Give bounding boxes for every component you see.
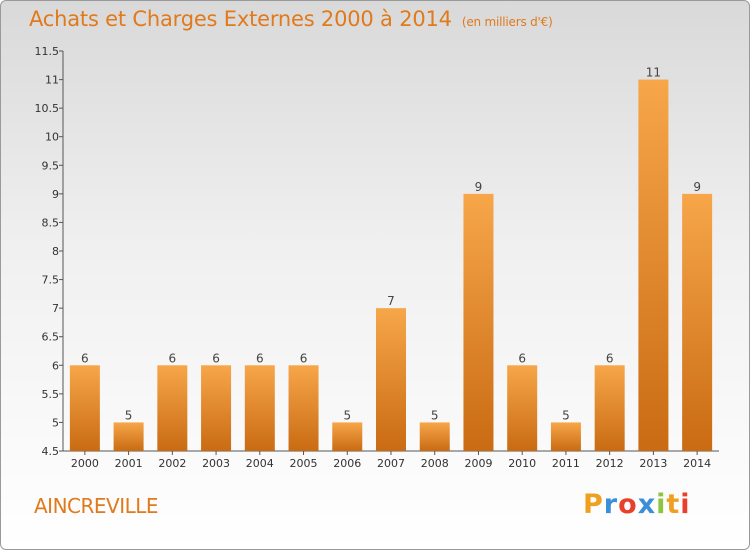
data-label: 6 (169, 351, 177, 365)
data-label: 9 (693, 180, 701, 194)
x-tick-label: 2007 (377, 457, 405, 470)
x-tick-label: 2002 (158, 457, 186, 470)
data-label: 11 (646, 66, 661, 80)
bar-2009 (463, 193, 494, 451)
y-tick-label: 6.5 (42, 331, 60, 344)
logo-letter: i (680, 489, 691, 520)
x-tick-label: 2005 (290, 457, 318, 470)
data-label: 6 (212, 351, 220, 365)
bar-2002 (157, 365, 188, 451)
logo-letter: o (618, 489, 638, 520)
data-label: 5 (431, 408, 439, 422)
data-label: 5 (343, 408, 351, 422)
y-tick-label: 8 (52, 245, 59, 258)
y-tick-label: 11 (45, 74, 59, 87)
x-tick-label: 2010 (508, 457, 536, 470)
bar-2006 (332, 422, 363, 451)
chart-title: Achats et Charges Externes 2000 à 2014 (e… (29, 7, 553, 31)
data-label: 6 (606, 351, 614, 365)
x-tick-label: 2008 (421, 457, 449, 470)
data-label: 6 (518, 351, 526, 365)
labels-group: 2000 6 2001 5 2002 6 2003 6 2004 6 2005 6 2006 5 2007 7… (71, 66, 711, 470)
y-tick-label: 6 (52, 359, 59, 372)
y-tick-label: 10.5 (35, 102, 60, 115)
y-tick-label: 8.5 (42, 216, 60, 229)
x-tick-label: 2004 (246, 457, 274, 470)
commune-name: AINCREVILLE (34, 494, 159, 518)
bar-2014 (682, 193, 713, 451)
x-tick-label: 2006 (333, 457, 361, 470)
bar-2010 (507, 365, 538, 451)
data-label: 6 (81, 351, 89, 365)
bar-2013 (638, 79, 669, 452)
logo-letter: r (603, 489, 619, 520)
bar-2001 (113, 422, 144, 451)
y-tick-label: 9 (52, 188, 59, 201)
y-tick-label: 5 (52, 416, 59, 429)
y-tick-label: 5.5 (42, 388, 60, 401)
x-tick-label: 2001 (115, 457, 143, 470)
data-label: 6 (300, 351, 308, 365)
data-label: 7 (387, 294, 395, 308)
x-tick-label: 2009 (464, 457, 492, 470)
x-tick-label: 2011 (552, 457, 580, 470)
data-label: 9 (475, 180, 483, 194)
data-label: 6 (256, 351, 264, 365)
y-tick-label: 10 (45, 131, 59, 144)
x-tick-label: 2012 (596, 457, 624, 470)
bar-2003 (201, 365, 232, 451)
data-label: 5 (125, 408, 133, 422)
bar-2012 (594, 365, 625, 451)
chart-title-text: Achats et Charges Externes 2000 à 2014 (29, 7, 452, 31)
chart-unit-label: (en milliers d'€) (461, 15, 553, 29)
x-tick-label: 2003 (202, 457, 230, 470)
logo-letter: i (656, 489, 667, 520)
bar-2008 (419, 422, 450, 451)
bar-2011 (550, 422, 581, 451)
y-tick-label: 7 (52, 302, 59, 315)
logo-letter: t (666, 489, 681, 520)
x-tick-label: 2013 (639, 457, 667, 470)
data-label: 5 (562, 408, 570, 422)
y-tick-label: 7.5 (42, 274, 60, 287)
x-tick-label: 2000 (71, 457, 99, 470)
logo-letter: P (583, 489, 604, 520)
bars-group (69, 79, 713, 452)
bar-2007 (376, 308, 406, 451)
bar-2005 (288, 365, 319, 451)
logo-letter: x (637, 489, 657, 520)
bar-2004 (244, 365, 275, 451)
proxiti-logo: Proxiti (583, 489, 691, 520)
bar-2000 (69, 365, 100, 451)
y-tick-label: 11.5 (35, 45, 60, 58)
y-tick-label: 4.5 (42, 445, 60, 458)
x-tick-label: 2014 (683, 457, 711, 470)
y-tick-label: 9.5 (42, 159, 60, 172)
